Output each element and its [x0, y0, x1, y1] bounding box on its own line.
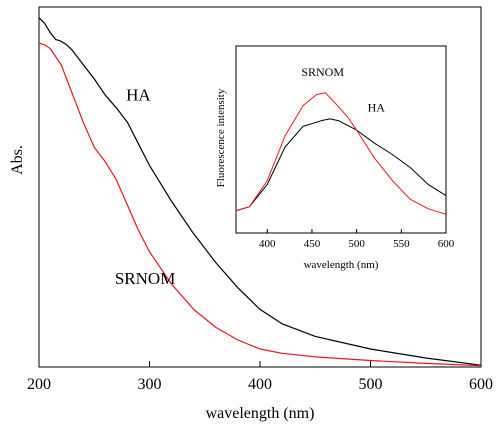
inset-annotation-srnom: SRNOM [301, 65, 344, 79]
main-series-group [38, 17, 482, 367]
inset-y-axis-label: Fluorescence intensity [215, 88, 227, 187]
inset-series-ha [235, 118, 447, 212]
main-x-tick-label-500: 500 [359, 376, 383, 393]
main-x-axis-label: wavelength (nm) [206, 405, 315, 422]
main-x-tick-label-600: 600 [469, 376, 493, 393]
inset-annotations: SRNOM HA [301, 65, 385, 115]
main-annotations: HA SRNOM [115, 86, 175, 289]
inset-series-srnom [235, 92, 447, 215]
inset-x-tick-label-600: 600 [438, 238, 455, 250]
inset-x-axis-label: wavelength (nm) [304, 259, 379, 271]
inset-x-tick-label-400: 400 [259, 238, 276, 250]
main-x-tick-label-400: 400 [248, 376, 272, 393]
main-x-tick-label-200: 200 [27, 376, 51, 393]
inset-x-tick-label-450: 450 [304, 238, 321, 250]
main-y-axis-label: Abs. [9, 145, 26, 175]
inset-series-group [235, 92, 447, 215]
main-series-srnom [38, 42, 482, 367]
inset-x-tick-label-550: 550 [393, 238, 410, 250]
inset-x-tick-label-500: 500 [348, 238, 365, 250]
main-x-ticks: 200 300 400 500 600 [27, 361, 493, 393]
inset-plot-frame [235, 45, 447, 234]
main-x-tick-label-300: 300 [138, 376, 162, 393]
inset-x-ticks: 400 450 500 550 600 [259, 229, 455, 250]
main-series-ha [38, 17, 482, 366]
main-annotation-srnom: SRNOM [115, 269, 175, 288]
main-annotation-ha: HA [126, 86, 151, 105]
inset-annotation-ha: HA [368, 100, 386, 114]
